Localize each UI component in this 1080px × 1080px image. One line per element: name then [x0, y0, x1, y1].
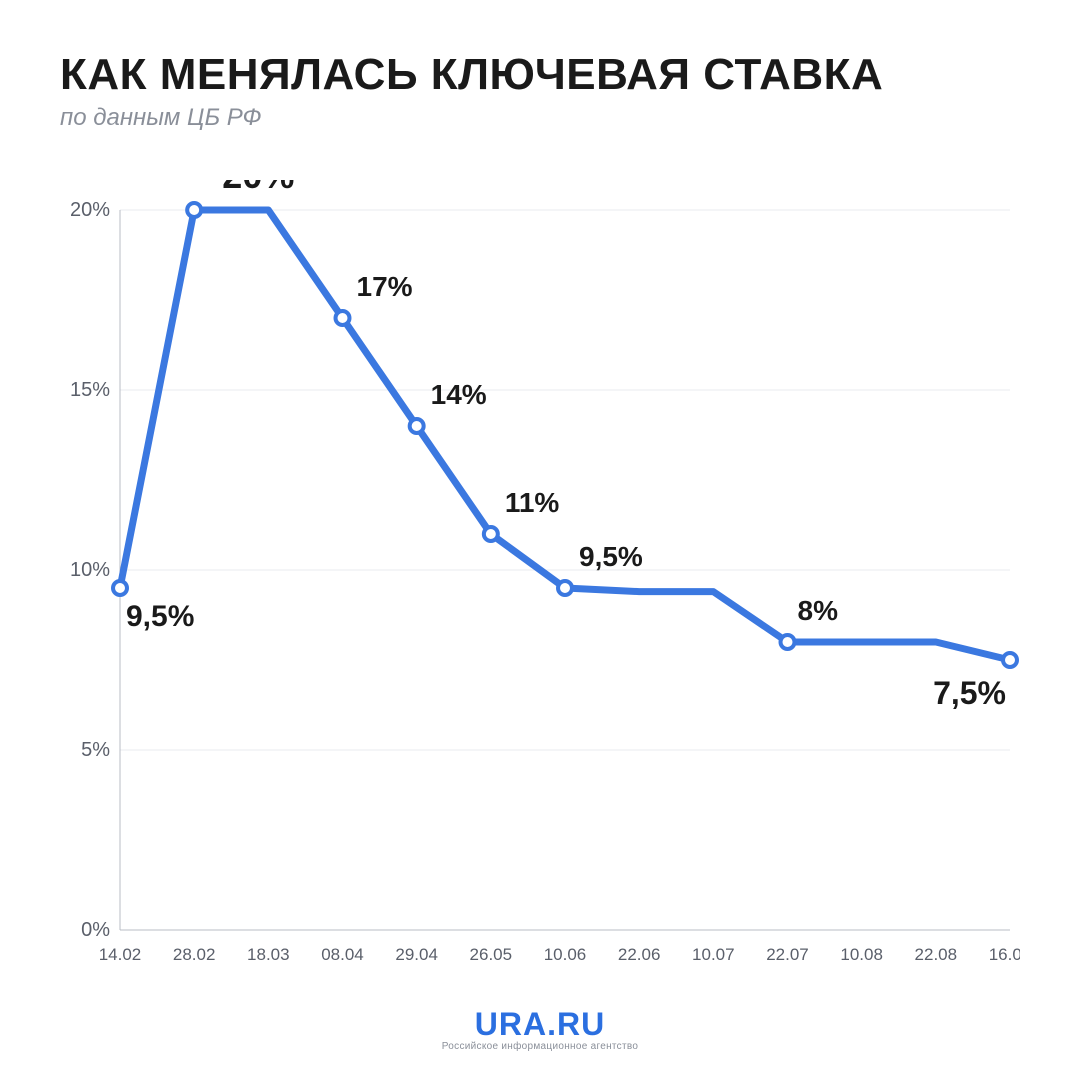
y-tick-label: 0% — [81, 919, 110, 941]
y-tick-label: 10% — [70, 559, 110, 581]
y-tick-label: 20% — [70, 199, 110, 221]
x-tick-label: 26.05 — [470, 945, 513, 964]
x-tick-label: 10.08 — [840, 945, 883, 964]
point-label: 9,5% — [126, 600, 194, 633]
x-tick-label: 10.07 — [692, 945, 735, 964]
point-label: 9,5% — [579, 541, 643, 572]
data-marker — [336, 311, 350, 325]
chart-title: КАК МЕНЯЛАСЬ КЛЮЧЕВАЯ СТАВКА — [60, 50, 883, 100]
chart-header: КАК МЕНЯЛАСЬ КЛЮЧЕВАЯ СТАВКА по данным Ц… — [60, 50, 883, 132]
chart-svg: 0% 5% 10% 15% 20% 14.02 28.02 18.03 08.04 29.04 26… — [60, 180, 1020, 970]
data-marker — [781, 635, 795, 649]
x-tick-label: 22.06 — [618, 945, 661, 964]
point-label: 20% — [222, 180, 294, 196]
x-tick-label: 28.02 — [173, 945, 216, 964]
point-label: 8% — [798, 595, 839, 626]
rate-chart: 0% 5% 10% 15% 20% 14.02 28.02 18.03 08.04 29.04 26… — [60, 180, 1020, 970]
logo-text: URA.RU — [0, 1006, 1080, 1043]
data-marker — [1003, 653, 1017, 667]
data-marker — [558, 581, 572, 595]
x-tick-label: 22.08 — [915, 945, 958, 964]
x-tick-label: 29.04 — [395, 945, 438, 964]
point-label: 17% — [357, 271, 413, 302]
x-tick-label: 16.09 — [989, 945, 1020, 964]
y-tick-label: 15% — [70, 379, 110, 401]
data-marker — [187, 203, 201, 217]
logo-subtitle: Российское информационное агентство — [0, 1041, 1080, 1052]
x-tick-label: 08.04 — [321, 945, 364, 964]
data-marker — [113, 581, 127, 595]
point-label: 7,5% — [933, 675, 1006, 711]
x-tick-label: 18.03 — [247, 945, 290, 964]
point-label: 11% — [505, 487, 560, 518]
y-tick-label: 5% — [81, 739, 110, 761]
x-tick-label: 22.07 — [766, 945, 809, 964]
x-tick-label: 10.06 — [544, 945, 587, 964]
data-marker — [410, 419, 424, 433]
data-marker — [484, 527, 498, 541]
x-tick-label: 14.02 — [99, 945, 142, 964]
chart-subtitle: по данным ЦБ РФ — [60, 104, 883, 132]
footer-logo: URA.RU Российское информационное агентст… — [0, 1006, 1080, 1052]
point-label: 14% — [431, 379, 487, 410]
